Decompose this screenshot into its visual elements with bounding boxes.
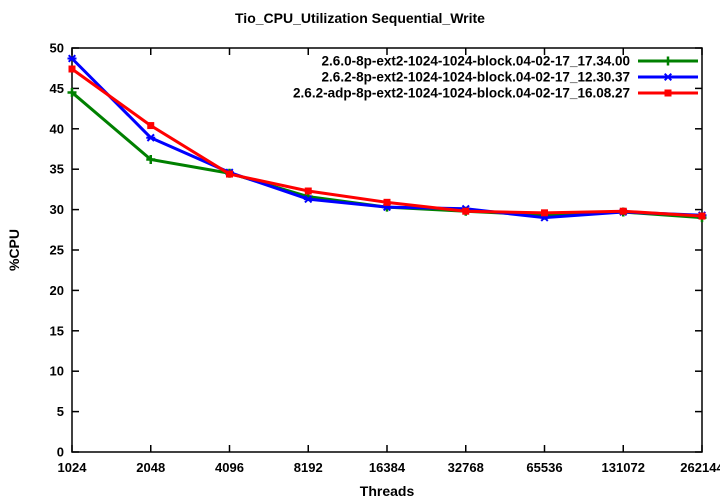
- marker-asterisk: [303, 195, 313, 204]
- marker-square: [619, 207, 627, 215]
- x-tick-label: 2048: [136, 460, 165, 475]
- plot-border: [71, 47, 703, 453]
- marker-square: [304, 187, 312, 195]
- marker-square: [68, 65, 76, 73]
- x-tick-label: 32768: [448, 460, 484, 475]
- x-tick-label: 16384: [369, 460, 406, 475]
- marker-asterisk: [146, 133, 156, 142]
- y-tick-label: 20: [50, 283, 64, 298]
- marker-square: [147, 122, 155, 130]
- marker-asterisk: [663, 72, 673, 82]
- marker-square: [383, 198, 391, 206]
- chart-title: Tio_CPU_Utilization Sequential_Write: [235, 10, 485, 26]
- marker-asterisk: [67, 54, 77, 63]
- legend-label: 2.6.2-adp-8p-ext2-1024-1024-block.04-02-…: [293, 86, 630, 101]
- x-tick-label: 131072: [602, 460, 645, 475]
- marker-square: [541, 209, 548, 217]
- marker-plus: [146, 155, 156, 165]
- marker-plus: [663, 56, 673, 66]
- x-tick-label: 4096: [215, 460, 244, 475]
- y-tick-label: 0: [57, 445, 64, 460]
- marker-plus: [67, 87, 77, 97]
- y-tick-label: 10: [50, 364, 64, 379]
- y-tick-label: 30: [50, 202, 64, 217]
- x-tick-label: 65536: [526, 460, 562, 475]
- x-tick-label: 1024: [58, 460, 88, 475]
- marker-square: [698, 212, 706, 220]
- x-axis-label: Threads: [359, 483, 415, 499]
- marker-square: [664, 89, 672, 97]
- marker-square: [462, 207, 470, 215]
- x-tick-label: 8192: [294, 460, 323, 475]
- marker-square: [226, 170, 233, 178]
- y-tick-label: 35: [50, 162, 64, 177]
- y-tick-label: 40: [50, 121, 64, 136]
- y-tick-label: 50: [50, 41, 64, 56]
- y-tick-label: 45: [50, 81, 64, 96]
- x-tick-label: 262144: [680, 460, 720, 475]
- y-tick-label: 15: [50, 323, 64, 338]
- legend-label: 2.6.2-8p-ext2-1024-1024-block.04-02-17_1…: [322, 70, 630, 85]
- legend-label: 2.6.0-8p-ext2-1024-1024-block.04-02-17_1…: [322, 54, 630, 69]
- y-tick-label: 5: [57, 404, 64, 419]
- y-tick-label: 25: [50, 243, 64, 258]
